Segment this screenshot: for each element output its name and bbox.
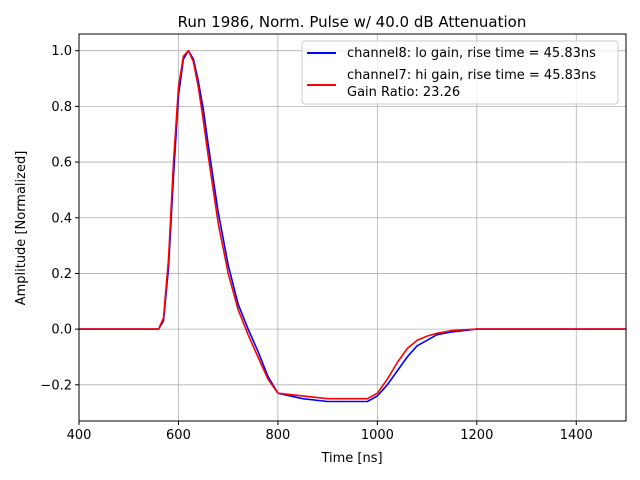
plot-frame	[78, 33, 627, 422]
legend-box	[301, 40, 619, 105]
y-tick-label: 0.2	[51, 267, 72, 282]
legend-label-gain-ratio: Gain Ratio: 23.26	[347, 85, 460, 100]
series-layer	[79, 49, 626, 403]
legend: channel8: lo gain, rise time = 45.83ns c…	[301, 40, 619, 105]
x-tick-label: 1000	[361, 428, 394, 443]
y-tick-label: 0.0	[51, 323, 72, 338]
y-tick-label: 0.6	[51, 156, 72, 171]
y-tick-label: 0.8	[51, 100, 72, 115]
y-tick-label: 0.4	[51, 211, 72, 226]
x-tick-label: 1200	[460, 428, 493, 443]
legend-label-channel8: channel8: lo gain, rise time = 45.83ns	[347, 46, 596, 61]
x-tick-label: 1400	[560, 428, 593, 443]
y-tick-label: −0.2	[40, 378, 72, 393]
x-tick-label: 600	[166, 428, 191, 443]
x-tick-label: 400	[67, 428, 92, 443]
legend-label-channel7: channel7: hi gain, rise time = 45.83ns	[347, 68, 596, 83]
y-tick-label: 1.0	[51, 44, 72, 59]
y-axis-label: Amplitude [Normalized]	[14, 151, 29, 306]
chart-title: Run 1986, Norm. Pulse w/ 40.0 dB Attenua…	[178, 13, 527, 31]
x-tick-label: 800	[265, 428, 290, 443]
x-axis-label: Time [ns]	[320, 451, 382, 466]
series-line-channel7	[79, 49, 626, 400]
axis-ticks: 400 600 800 1000 1200 1400 −0.2 0.0 0.2 0.4 0.6 0.8…	[40, 44, 592, 443]
